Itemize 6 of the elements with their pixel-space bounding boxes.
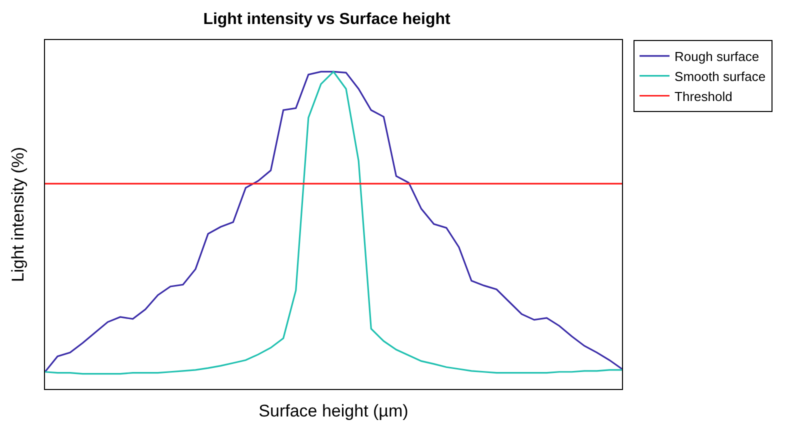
legend-label: Smooth surface [674,68,766,84]
x-axis-title: Surface height (µm) [258,401,408,420]
legend-label: Threshold [674,88,732,104]
y-axis-title: Light intensity (%) [8,146,28,282]
legend-label: Rough surface [674,49,760,64]
chart-title: Light intensity vs Surface height [203,11,452,28]
